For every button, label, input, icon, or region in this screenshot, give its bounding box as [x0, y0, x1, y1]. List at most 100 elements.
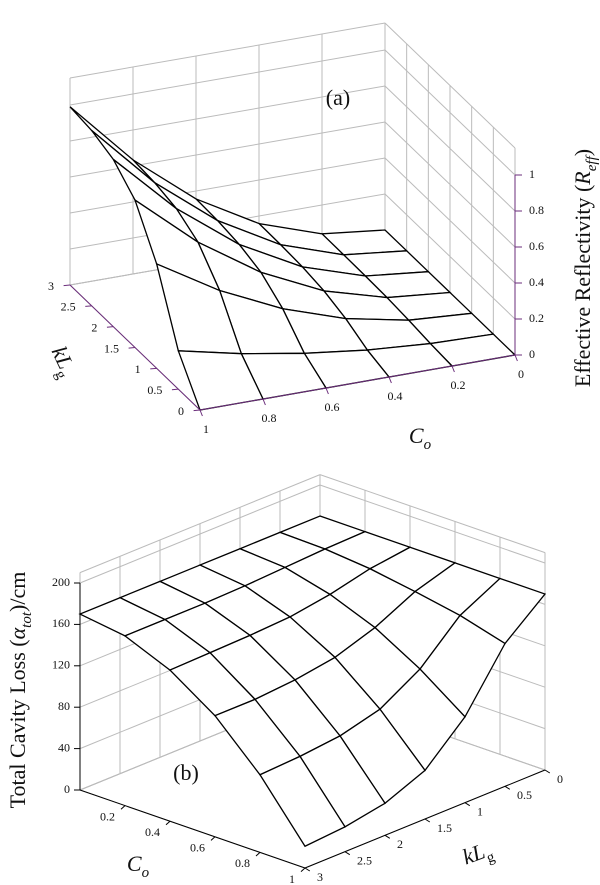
grid-line [319, 484, 546, 564]
x-tick [262, 398, 266, 406]
x-tick [388, 376, 392, 384]
y-tick-label: 1.5 [104, 341, 119, 355]
x-tick [325, 387, 329, 395]
x-tick-label: 0.4 [145, 825, 160, 839]
y-axis-title-part: g [485, 849, 498, 867]
x-tick-label: 1 [203, 422, 209, 436]
y-tick-label: 3 [317, 870, 323, 884]
y-tick [304, 867, 311, 872]
surface-panel: 0 0.2 0.4 0.6 0.8 1 0 0.2 0.4 0.6 0.8 1 0 0.5 1 1.5 2 2.5… [42, 22, 600, 453]
grid-line [384, 49, 516, 176]
x-tick-label: 0.6 [190, 841, 205, 855]
z-tick-label: 1 [529, 167, 535, 181]
grid-line [384, 193, 516, 320]
x-tick [199, 409, 203, 417]
x-axis-title-part: C [409, 423, 424, 448]
z-tick-label: 160 [52, 616, 70, 630]
x-tick [451, 365, 455, 373]
z-tick-label: 0.4 [529, 275, 544, 289]
wall-edge [69, 22, 386, 79]
y-tick [106, 326, 114, 328]
y-tick-label: 0.5 [517, 788, 532, 802]
x-tick-label: 0.2 [100, 809, 115, 823]
x-tick-label: 1 [289, 872, 295, 885]
z-axis-title-part: eff [584, 154, 600, 171]
x-axis [79, 789, 306, 869]
surface-cell [69, 106, 156, 184]
x-tick [210, 836, 216, 841]
y-tick-label: 2.5 [61, 300, 76, 314]
grid-line [69, 49, 386, 106]
grid-line [79, 484, 321, 584]
x-tick-label: 0.6 [325, 400, 340, 414]
y-tick [384, 834, 391, 839]
x-tick [165, 820, 171, 826]
x-axis-title-part: C [127, 851, 142, 876]
wall-edge [319, 474, 546, 554]
y-tick [85, 305, 92, 307]
y-axis-title-part: kL [47, 342, 79, 373]
grid-line [69, 157, 386, 214]
z-tick-label: 0 [529, 347, 535, 361]
panel-label: (b) [173, 760, 199, 785]
x-axis-title: Co [127, 851, 150, 881]
x-tick-label: 0 [518, 367, 524, 381]
z-axis-title-part: Effective Reflectivity ( [570, 185, 595, 387]
y-tick-label: 1 [477, 804, 483, 818]
surface-cell [259, 755, 346, 848]
x-axis-title: Co [409, 423, 432, 453]
grid-line [384, 157, 516, 284]
x-axis-title-part: o [142, 865, 150, 881]
grid-line [384, 85, 516, 212]
y-tick [464, 802, 471, 807]
z-tick-label: 0.6 [529, 239, 544, 253]
z-axis-title-part: ) [570, 149, 595, 156]
z-tick-label: 120 [52, 658, 70, 672]
z-axis-title-part: )/cm [5, 572, 30, 612]
x-tick [300, 867, 306, 872]
y-tick-label: 3 [48, 279, 54, 293]
y-tick-label: 0.5 [147, 383, 162, 397]
y-axis-title: kLg [42, 342, 82, 382]
y-tick-label: 0 [178, 404, 184, 418]
z-tick-label: 0.2 [529, 311, 544, 325]
z-tick-label: 0.8 [529, 203, 544, 217]
y-tick-label: 2 [91, 320, 97, 334]
y-axis-title: kLg [459, 836, 498, 875]
z-tick-label: 200 [52, 575, 70, 589]
y-tick [344, 851, 351, 856]
y-tick-label: 1.5 [437, 821, 452, 835]
y-tick [171, 388, 179, 391]
y-tick-label: 1 [135, 362, 141, 376]
y-tick [150, 367, 157, 370]
y-tick [504, 785, 511, 790]
x-tick-label: 0.8 [262, 411, 277, 425]
z-axis-title: Effective Reflectivity (Reff) [570, 149, 600, 387]
x-tick [120, 805, 126, 810]
grid-line [69, 85, 386, 142]
y-tick-label: 2.5 [357, 853, 372, 867]
z-axis-title-part: Total Cavity Loss ( [5, 639, 30, 808]
y-tick [63, 284, 71, 287]
y-axis-title-part: kL [459, 838, 488, 869]
x-tick-label: 0.8 [235, 856, 250, 870]
x-axis [199, 354, 516, 411]
y-tick [424, 818, 431, 823]
x-tick [255, 852, 261, 857]
x-axis-title-part: o [424, 437, 432, 453]
z-axis-title: Total Cavity Loss (αtot)/cm [5, 572, 35, 809]
grid-line [384, 121, 516, 248]
z-tick-label: 80 [58, 699, 70, 713]
y-tick [128, 347, 136, 349]
panel-label: (a) [326, 85, 350, 110]
y-tick [544, 769, 551, 774]
z-axis-title-part: R [570, 171, 595, 186]
x-tick-label: 0.2 [451, 378, 466, 392]
x-tick [514, 354, 518, 362]
surface-panel: 0 40 80 120 160 200 0.2 0.4 0.6 0.8 1 0 0.5 1 1.5 2 2.5 3… [5, 474, 563, 885]
y-tick-label: 0 [557, 772, 563, 786]
x-tick-label: 0.4 [388, 389, 403, 403]
y-tick-label: 2 [397, 837, 403, 851]
z-tick-label: 0 [64, 782, 70, 796]
